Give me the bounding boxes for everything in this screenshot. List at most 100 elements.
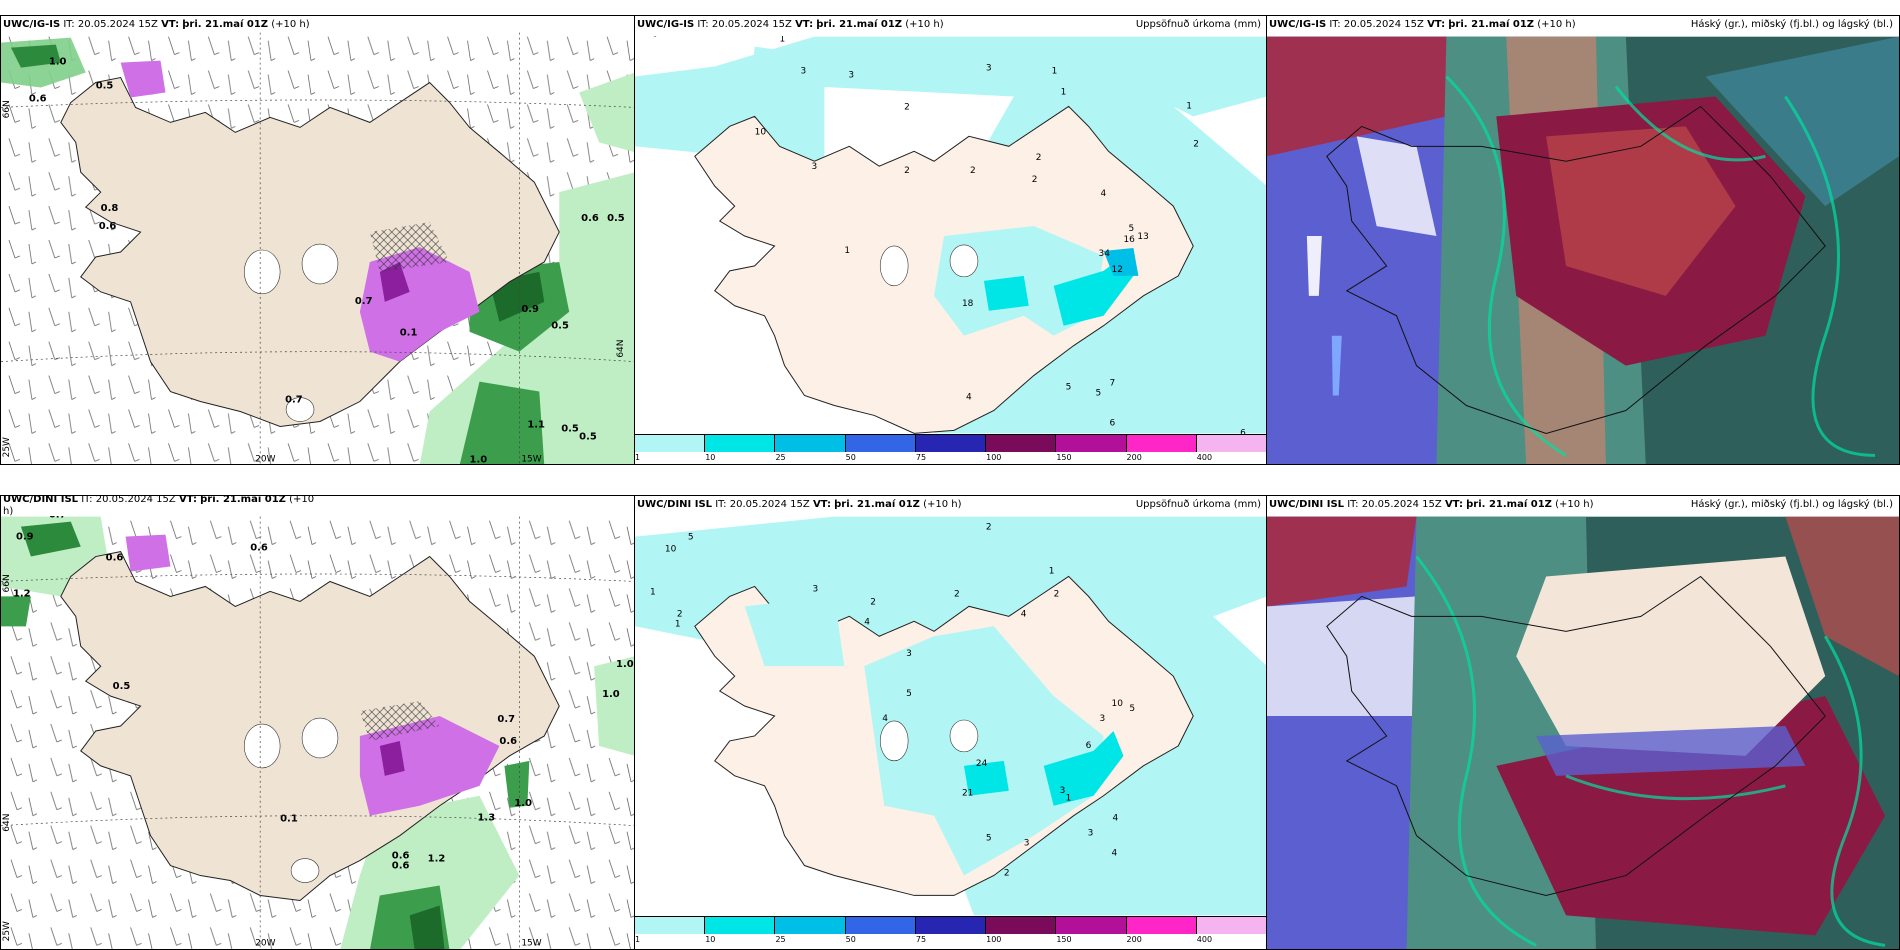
value-label: 2	[1054, 589, 1060, 599]
colorbar-tick: 50	[845, 935, 856, 944]
value-label: 0.1	[400, 328, 418, 339]
colorbar-tick: 50	[845, 453, 856, 462]
panel-field-label: Uppsöfnuð úrkoma (mm)	[1135, 19, 1261, 30]
value-label: 10	[665, 545, 677, 555]
value-label: 0.7	[285, 395, 303, 406]
panel-field-label: Háský (gr.), miðský (fj.bl.) og lágský (…	[1690, 499, 1893, 510]
cloud-map	[1267, 516, 1899, 949]
value-label: 5	[1129, 704, 1135, 714]
value-label: 2	[1193, 139, 1199, 149]
value-label: 1.3	[477, 813, 495, 824]
value-label: 24	[976, 759, 988, 769]
value-label: 1.0	[470, 454, 488, 465]
value-label: 5	[1128, 224, 1134, 234]
value-label: 2	[970, 166, 976, 176]
value-label: 3	[986, 64, 992, 74]
value-label: 3	[1024, 839, 1030, 849]
value-label: 18	[962, 299, 974, 309]
lat-64-label: 64N	[616, 340, 626, 358]
value-label: 4	[882, 714, 888, 724]
value-label: 34	[1099, 249, 1111, 259]
colorbar-tick: 25	[775, 935, 786, 944]
precip-colorbar	[635, 434, 1267, 452]
value-label: 10	[755, 127, 767, 137]
colorbar-tick: 150	[1056, 453, 1072, 462]
colorbar-tick: 150	[1056, 935, 1072, 944]
value-label: 5	[1066, 383, 1072, 393]
value-label: 5	[688, 533, 694, 543]
lon-15-label: 15W	[521, 454, 541, 464]
colorbar-tick: 1	[635, 935, 641, 944]
colorbar-swatch	[915, 435, 987, 452]
value-label: 1.0	[514, 798, 532, 809]
value-label: 1.2	[428, 854, 446, 865]
value-label: 1	[650, 587, 656, 597]
value-label: 5	[906, 689, 912, 699]
colorbar-swatch	[986, 435, 1057, 452]
lon-25-label: 25W	[2, 921, 12, 941]
colorbar-swatch	[1126, 917, 1197, 934]
value-label: 0.7	[49, 516, 67, 521]
panel-wind-igis: UWC/IG-IS IT: 20.05.2024 15Z VT: þri. 21…	[0, 15, 636, 465]
value-label: 2	[904, 102, 910, 112]
value-label: 1.0	[616, 659, 634, 670]
value-label: 2	[954, 589, 960, 599]
lon-25-label: 25W	[2, 437, 12, 457]
value-label: 1	[1052, 67, 1058, 77]
value-label: 0.5	[96, 81, 114, 92]
value-label: 2	[1032, 175, 1038, 185]
value-label: 10	[1111, 699, 1123, 709]
value-label: 2	[904, 166, 910, 176]
colorbar-swatch	[1126, 435, 1197, 452]
panel-clouds-dini: UWC/DINI ISL IT: 20.05.2024 15Z VT: þri.…	[1266, 495, 1900, 950]
value-label: 6	[1240, 428, 1246, 434]
wind-map: 66N 64N 25W 20W 15W 1.0 0.6 0.5 0.8 0.6 0.6 0.…	[1, 32, 635, 465]
colorbar-swatch	[1056, 435, 1127, 452]
panel-field-label: Uppsöfnuð úrkoma (mm)	[1135, 499, 1261, 510]
wind-map: 66N 64N 25W 20W 15W 0.70.90.60.61.20.51.…	[1, 516, 635, 949]
panel-title: UWC/IG-IS IT: 20.05.2024 15Z VT: þri. 21…	[1269, 19, 1576, 30]
panel-title: UWC/IG-IS IT: 20.05.2024 15Z VT: þri. 21…	[637, 19, 944, 30]
colorbar-swatch	[986, 917, 1057, 934]
value-label: 1.1	[527, 419, 545, 430]
precip-colorbar	[635, 916, 1267, 934]
value-label: 0.6	[392, 861, 410, 872]
value-label: 3	[1060, 786, 1066, 796]
value-label: 1	[675, 619, 681, 629]
value-label: 1	[844, 246, 850, 256]
value-label: 1	[1061, 87, 1067, 97]
value-label: 2	[677, 609, 683, 619]
colorbar-tick: 75	[915, 453, 927, 462]
value-label: 5	[986, 834, 992, 844]
value-label: 21	[962, 789, 973, 799]
panel-precip-igis: UWC/IG-IS IT: 20.05.2024 15Z VT: þri. 21…	[634, 15, 1268, 465]
value-label: 0.5	[561, 423, 579, 434]
value-label: 3	[848, 70, 854, 80]
panel-title: UWC/DINI ISL IT: 20.05.2024 15Z VT: þri.…	[3, 495, 315, 505]
value-label: 1.0	[602, 689, 620, 700]
colorbar-tick: 10	[705, 453, 716, 462]
value-label: 1.2	[13, 588, 31, 599]
snow-value-labels: 1.00.60.50.80.60.6 0.50.50.71.1 0.50.51.00…	[29, 57, 625, 465]
value-label: 0.6	[106, 553, 124, 564]
value-label: 1	[780, 36, 786, 45]
value-label: 0.6	[99, 221, 117, 232]
value-label: 7	[1109, 379, 1115, 389]
lon-20-label: 20W	[255, 454, 275, 464]
value-label: 3	[800, 67, 806, 77]
value-label: 1	[1049, 566, 1055, 576]
colorbar-swatch	[1056, 917, 1127, 934]
value-label: 0.5	[113, 681, 131, 692]
lon-15-label: 15W	[521, 938, 541, 948]
value-label: 3	[906, 649, 912, 659]
value-label: 4	[1111, 849, 1117, 859]
panel-wind-dini: UWC/DINI ISL IT: 20.05.2024 15Z VT: þri.…	[0, 495, 636, 950]
value-label: 1	[1186, 101, 1192, 111]
colorbar-tick: 100	[986, 935, 1002, 944]
colorbar-swatch	[705, 435, 776, 452]
value-label: 3	[812, 584, 818, 594]
lat-66-label: 66N	[2, 574, 12, 592]
value-label: 2	[1036, 153, 1042, 163]
